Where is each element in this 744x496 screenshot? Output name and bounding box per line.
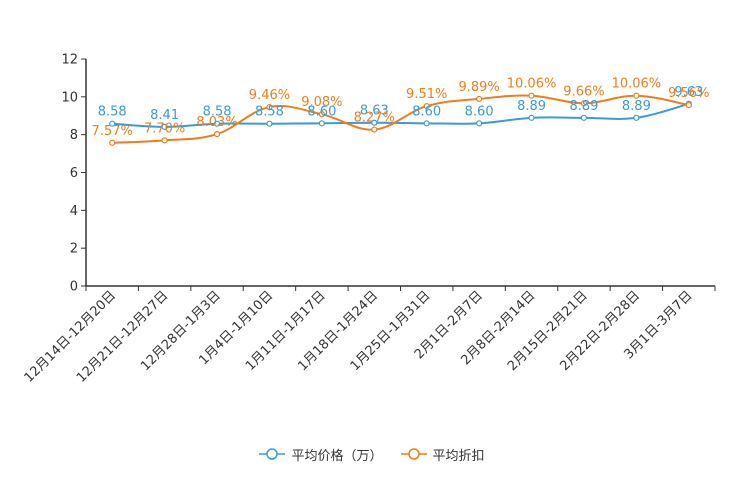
data-labels-layer: 8.58 8.41 8.58 8.58 8.60 8.63 8.60 8.60 8.89 8.89… [92,77,710,139]
data-point [476,95,483,103]
data-label: 8.03% [196,115,237,130]
data-point [161,123,168,131]
y-tick-label: 8 [70,128,78,143]
data-label: 8.60 [307,104,336,119]
y-tick-label: 10 [61,90,78,105]
data-label: 8.58 [98,105,127,120]
data-point [685,102,692,109]
data-label: 9.89% [458,80,499,95]
x-tick-label: 12月21日-12月27日 [74,288,171,385]
data-label: 9.08% [301,95,342,110]
data-point [109,120,116,127]
legend-item-avg-price[interactable]: 平均价格（万） [259,445,383,464]
data-point [423,103,430,110]
legend-swatch-avg-price-icon [259,448,286,460]
data-label: 8.58 [203,105,232,120]
data-point [213,130,221,138]
legend-item-avg-discount[interactable]: 平均折扣 [400,445,485,464]
data-label: 8.89 [569,99,598,114]
data-label: 9.46% [249,88,290,103]
data-label: 9.63 [674,85,703,100]
data-point [318,111,325,118]
legend-label-avg-price: 平均价格（万） [291,448,383,464]
data-label: 8.89 [622,99,651,114]
data-label: 8.60 [465,104,494,119]
data-point [580,100,588,107]
data-label: 8.27% [354,111,395,126]
data-point [633,92,640,99]
data-label: 8.63 [360,104,389,119]
x-tick-label: 12月14日-12月20日 [22,288,119,385]
y-tick-label: 12 [61,53,78,68]
data-label: 8.41 [150,108,179,123]
data-label: 9.51% [406,87,447,102]
line-chart: 02468101212月14日-12月20日12月21日-12月27日12月28… [22,53,716,386]
data-label: 8.89 [517,99,546,114]
series-line-1 [112,94,689,144]
data-label: 10.06% [612,77,662,92]
y-tick-label: 2 [70,242,78,257]
data-point [633,114,640,121]
data-label: 10.06% [507,77,557,92]
data-point [528,114,535,121]
data-label: 7.57% [92,124,133,139]
data-point [109,139,116,146]
data-label: 8.60 [412,104,441,119]
data-point [580,114,588,121]
data-point [213,120,221,127]
data-point [476,120,483,127]
legend-label-avg-discount: 平均折扣 [432,448,485,464]
legend: 平均价格（万） 平均折扣 [0,444,744,464]
data-point [266,103,273,111]
data-point [318,120,325,127]
series-line-0 [112,102,690,128]
data-label: 8.58 [255,105,284,120]
data-point [371,119,378,126]
data-point [371,126,378,133]
data-label: 9.66% [563,84,604,99]
y-tick-label: 6 [70,166,78,181]
axes-layer: 02468101212月14日-12月20日12月21日-12月27日12月28… [22,53,716,386]
y-tick-label: 0 [70,280,78,295]
data-point [528,92,535,99]
data-label: 9.56% [668,86,709,101]
data-label: 7.70% [144,121,185,136]
legend-swatch-avg-discount-icon [400,448,427,460]
data-point [161,137,168,144]
series-layer [109,92,692,146]
data-point [266,120,273,127]
y-tick-label: 4 [70,204,78,219]
data-point [423,120,430,127]
